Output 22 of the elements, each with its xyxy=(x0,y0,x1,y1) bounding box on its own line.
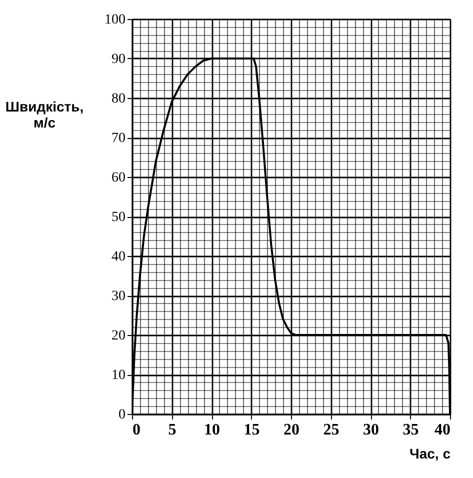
y-tick-label: 60 xyxy=(112,170,126,186)
y-tick-label: 30 xyxy=(112,289,126,304)
y-tick-label: 90 xyxy=(112,52,126,67)
x-tick-label: 35 xyxy=(402,422,419,438)
x-tick-label: 15 xyxy=(244,422,260,438)
y-tick-label: 40 xyxy=(112,250,126,264)
x-tick-label: 5 xyxy=(168,422,176,438)
x-axis-title: Час, с xyxy=(410,446,451,462)
y-tick-label: 10 xyxy=(112,368,126,383)
x-tick-label: 20 xyxy=(284,422,300,438)
x-tick-label: 10 xyxy=(204,422,220,438)
x-tick-label: 40 xyxy=(434,422,450,438)
y-tick-label: 100 xyxy=(104,12,126,28)
y-tick-label: 50 xyxy=(112,210,126,225)
y-tick-label: 0 xyxy=(118,408,126,422)
x-tick-label: 0 xyxy=(132,422,140,438)
y-tick-label: 80 xyxy=(112,92,126,106)
x-tick-label: 25 xyxy=(323,422,340,438)
y-tick-label: 20 xyxy=(112,328,126,344)
y-tick-label: 70 xyxy=(112,131,126,146)
y-axis-title: Швидкість, м/с xyxy=(5,98,84,130)
x-tick-label: 30 xyxy=(363,422,379,438)
